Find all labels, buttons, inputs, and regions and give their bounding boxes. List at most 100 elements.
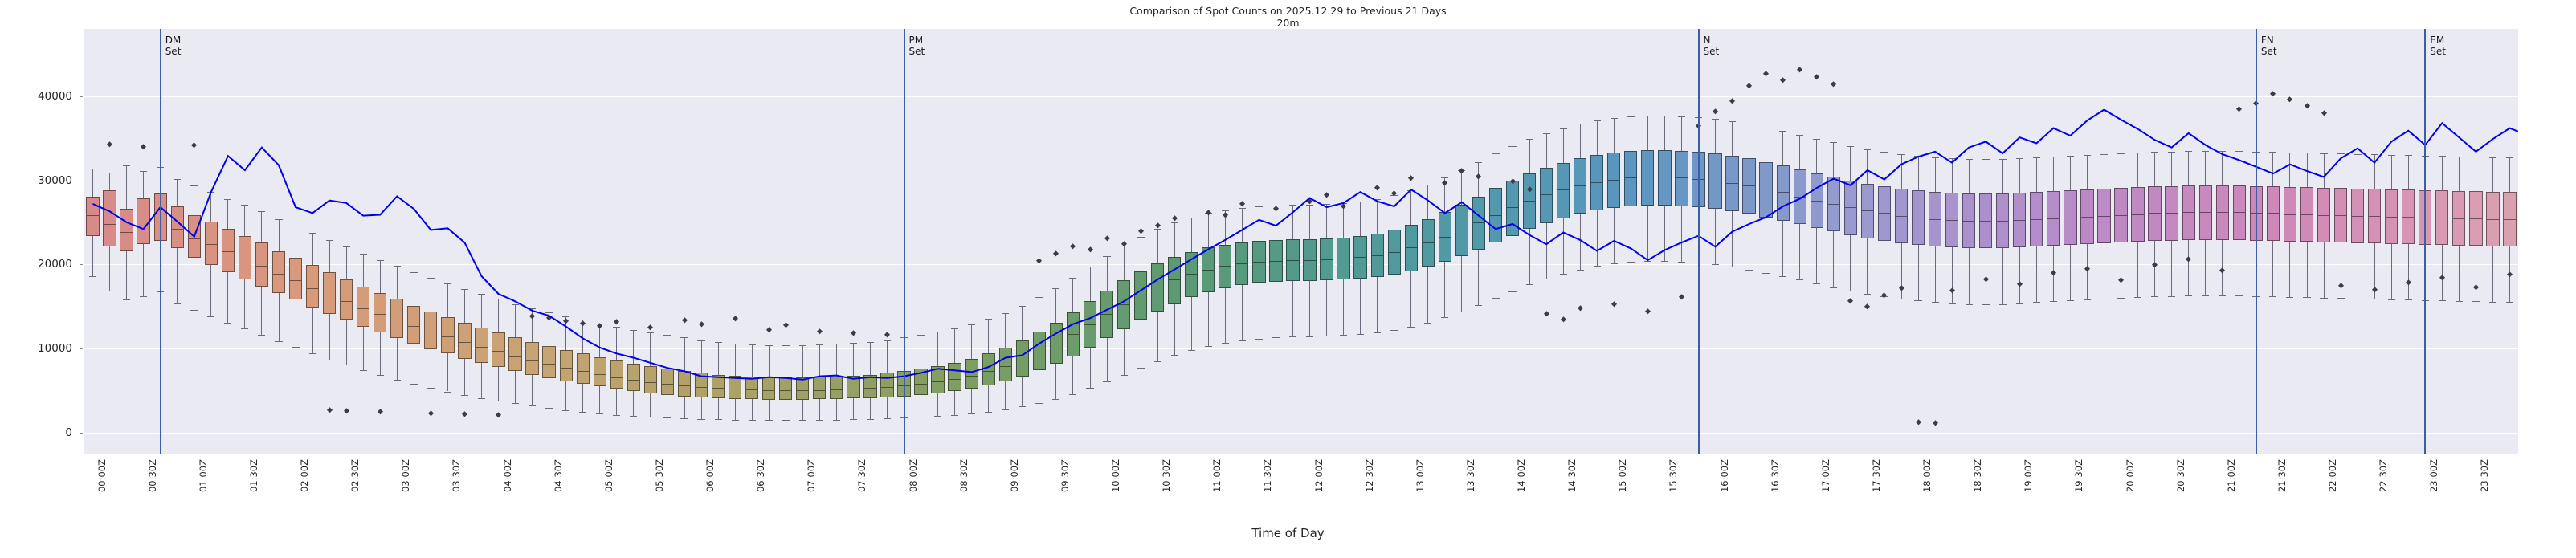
median-line	[660, 384, 675, 385]
whisker-cap	[2337, 298, 2345, 299]
box	[660, 369, 675, 395]
whisker-cap	[2219, 295, 2227, 297]
whisker-cap	[748, 344, 756, 345]
median-line	[677, 385, 692, 387]
box	[170, 206, 184, 249]
box	[1776, 165, 1790, 221]
whisker-cap	[545, 312, 553, 313]
median-line	[2232, 212, 2246, 214]
median-line	[610, 377, 623, 378]
outlier-marker	[1222, 212, 1228, 218]
box	[728, 375, 742, 399]
whisker-cap	[2404, 299, 2412, 301]
x-tick-label: 00:30Z	[146, 459, 158, 493]
whisker-cap	[2320, 298, 2328, 299]
median-line	[762, 389, 776, 391]
outlier-marker	[1949, 287, 1955, 294]
outlier-marker	[1982, 275, 1989, 283]
box	[1133, 271, 1148, 320]
whisker-cap	[1711, 264, 1720, 266]
median-line	[475, 347, 488, 348]
box	[475, 327, 488, 363]
whisker-cap	[2083, 155, 2091, 157]
median-line	[2114, 214, 2128, 216]
median-line	[559, 368, 573, 369]
median-line	[2367, 215, 2382, 217]
x-tick-label: 07:30Z	[856, 459, 868, 493]
x-tick-label: 00:00Z	[96, 459, 108, 493]
outlier-marker	[614, 319, 620, 325]
median-line	[86, 214, 100, 216]
median-line	[441, 336, 455, 338]
median-line	[1624, 177, 1638, 179]
whisker-cap	[815, 420, 823, 422]
x-tick-label: 07:00Z	[806, 459, 818, 493]
whisker-cap	[241, 204, 249, 206]
x-tick-label: 04:30Z	[552, 459, 564, 493]
box	[847, 375, 860, 399]
x-tick-label: 20:00Z	[2124, 459, 2136, 493]
whisker-cap	[2505, 157, 2514, 159]
whisker-cap	[951, 328, 959, 329]
median-line	[694, 387, 708, 389]
whisker-cap	[190, 185, 198, 186]
y-tick-label: 20000	[38, 258, 72, 271]
whisker-cap	[883, 340, 892, 341]
x-tick-label: 18:30Z	[1972, 459, 1984, 493]
median-line	[305, 287, 320, 289]
box	[492, 332, 505, 368]
gridline	[84, 96, 2518, 97]
whisker-cap	[1492, 298, 1500, 299]
outlier-marker	[597, 323, 603, 329]
outlier-marker	[765, 326, 772, 332]
outlier-marker	[546, 315, 553, 321]
median-line	[1962, 220, 1976, 222]
whisker-cap	[1035, 403, 1043, 405]
median-line	[1100, 314, 1114, 316]
box	[863, 374, 877, 398]
outlier-marker	[2050, 270, 2056, 276]
whisker-cap	[140, 296, 148, 298]
whisker-cap	[1830, 142, 1838, 144]
outlier-marker	[1053, 250, 1059, 257]
box	[1590, 155, 1604, 211]
box	[965, 358, 978, 389]
event-marker-label: EM Set	[2430, 35, 2447, 57]
whisker-cap	[1813, 283, 1821, 285]
box	[1117, 280, 1131, 329]
median-line	[1185, 273, 1198, 275]
whisker-cap	[1137, 236, 1145, 238]
whisker-cap	[2015, 303, 2023, 304]
median-line	[2198, 212, 2212, 214]
median-line	[1505, 207, 1520, 209]
whisker-cap	[2438, 156, 2446, 157]
box	[1742, 158, 1756, 214]
outlier-marker	[2472, 284, 2479, 291]
whisker-cap	[1407, 326, 1415, 328]
median-line	[1488, 214, 1503, 216]
whisker-cap	[1982, 159, 1990, 161]
x-tick-label: 09:30Z	[1059, 459, 1071, 493]
whisker-cap	[2066, 156, 2074, 157]
whisker-cap	[1864, 149, 1872, 150]
whisker-cap	[342, 246, 350, 248]
box	[120, 209, 133, 251]
whisker-cap	[1525, 284, 1533, 286]
whisker-cap	[1002, 409, 1010, 410]
box	[204, 221, 218, 266]
whisker-cap	[1255, 338, 1263, 340]
median-line	[576, 371, 590, 373]
whisker-cap	[1677, 116, 1685, 117]
outlier-marker	[1814, 74, 1820, 80]
whisker-cap	[2354, 154, 2362, 156]
box	[880, 373, 894, 397]
whisker-cap	[359, 370, 367, 372]
whisker-cap	[680, 418, 688, 419]
event-marker-label: DM Set	[165, 35, 182, 57]
event-marker-label: FN Set	[2260, 35, 2277, 57]
median-line	[2300, 214, 2314, 215]
median-line	[1219, 266, 1232, 267]
box	[238, 235, 252, 280]
x-tick-label: 03:00Z	[400, 459, 412, 493]
